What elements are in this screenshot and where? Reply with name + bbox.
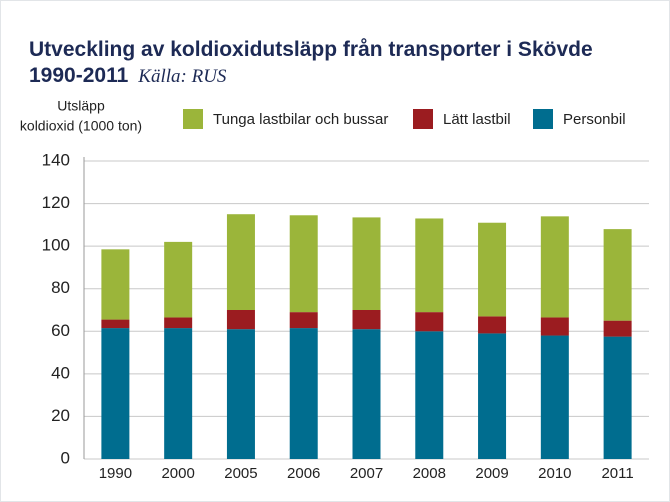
bar-segment	[352, 217, 381, 310]
y-axis-label: Utsläpp	[57, 98, 105, 114]
bar-segment	[289, 312, 318, 329]
legend-label: Personbil	[563, 111, 626, 128]
chart-title-block: Utveckling av koldioxidutsläpp från tran…	[29, 37, 629, 90]
bar-segment	[352, 310, 381, 330]
bar-segment	[415, 331, 444, 459]
legend-swatch	[183, 109, 203, 129]
x-tick-label: 2000	[161, 465, 194, 482]
x-tick-label: 2005	[224, 465, 257, 482]
bar-segment	[478, 333, 507, 459]
bar-segment	[352, 329, 381, 459]
bar-segment	[603, 336, 632, 459]
bar-segment	[415, 312, 444, 332]
y-tick-label: 20	[51, 406, 70, 425]
x-tick-label: 2011	[601, 465, 633, 482]
bar-segment	[415, 218, 444, 313]
y-tick-label: 120	[42, 193, 70, 212]
legend-label: Tunga lastbilar och bussar	[213, 111, 388, 128]
bar-segment	[289, 215, 318, 313]
x-tick-label: 2006	[287, 465, 320, 482]
bar-segment	[164, 328, 193, 459]
bar-segment	[101, 319, 130, 329]
bar-segment	[603, 229, 632, 321]
x-tick-label: 2009	[475, 465, 508, 482]
bar-segment	[164, 241, 193, 318]
x-tick-label: 2010	[538, 465, 571, 482]
bar-segment	[540, 317, 569, 336]
source: Källa: RUS	[138, 66, 227, 87]
x-tick-label: 2007	[350, 465, 383, 482]
bar-segment	[478, 222, 507, 317]
bar-segment	[226, 310, 255, 330]
x-tick-label: 2008	[413, 465, 446, 482]
y-tick-label: 0	[61, 448, 70, 467]
bar-segment	[226, 329, 255, 459]
y-tick-label: 140	[42, 150, 70, 169]
bar-segment	[289, 328, 318, 459]
bar-segment	[540, 335, 569, 459]
bar-segment	[226, 214, 255, 310]
bar-segment	[164, 317, 193, 329]
x-tick-label: 1990	[99, 465, 132, 482]
y-tick-label: 80	[51, 278, 70, 297]
y-tick-label: 60	[51, 321, 70, 340]
bar-segment	[540, 216, 569, 318]
y-axis-label: koldioxid (1000 ton)	[20, 118, 142, 134]
legend-label: Lätt lastbil	[443, 111, 511, 128]
bar-segment	[101, 328, 130, 459]
chart-title: Utveckling av koldioxidutsläpp från tran…	[29, 38, 593, 87]
y-tick-label: 40	[51, 363, 70, 382]
bar-segment	[101, 249, 130, 320]
bar-segment	[603, 320, 632, 337]
legend-swatch	[533, 109, 553, 129]
y-tick-label: 100	[42, 236, 70, 255]
bar-segment	[478, 316, 507, 334]
legend-swatch	[413, 109, 433, 129]
